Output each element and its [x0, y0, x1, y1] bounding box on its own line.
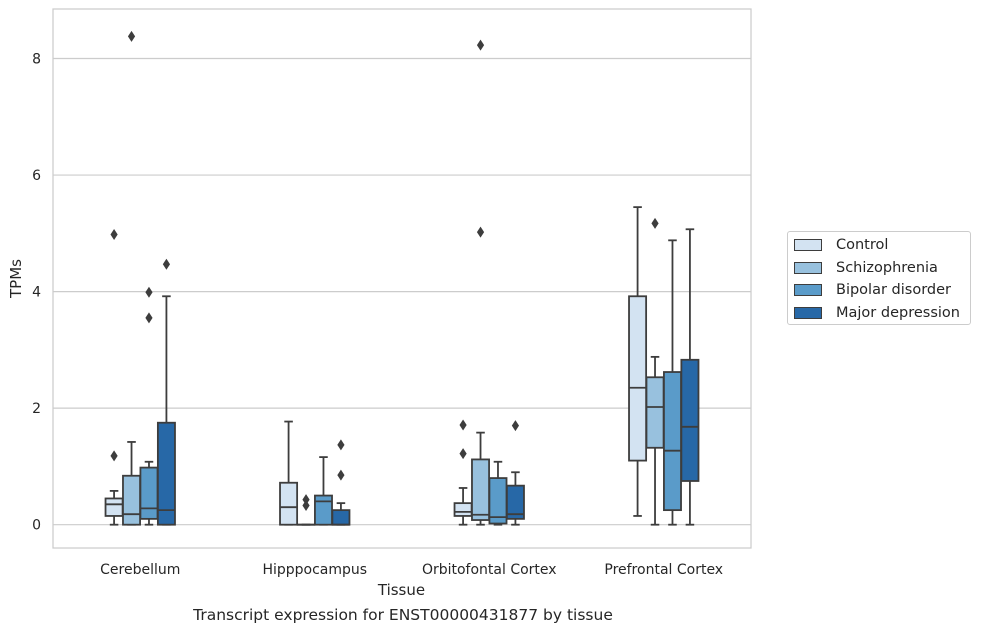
y-axis-label: TPMs [7, 259, 25, 299]
box [471, 458, 490, 521]
y-tick-label: 4 [32, 285, 41, 301]
legend-item-bipolar-disorder: Bipolar disorder [794, 280, 951, 300]
outlier-point [110, 450, 118, 462]
box [645, 376, 665, 449]
outlier-point [127, 30, 136, 42]
outlier-point [337, 439, 345, 451]
box [505, 484, 525, 520]
plot-area-frame [52, 8, 752, 549]
box-plot-chart: 0 2 4 6 8 Cerebellum Hipppocampus Orbitofontal… [7, 8, 752, 599]
x-tick-label: Prefrontal Cortex [604, 562, 723, 578]
legend-item-control: Control [794, 235, 888, 255]
box [331, 509, 351, 526]
box [104, 497, 124, 517]
legend-label-schizophrenia: Schizophrenia [836, 259, 938, 276]
box-group [453, 419, 473, 526]
box [156, 421, 176, 526]
outlier-point [651, 217, 659, 229]
outlier-point [476, 39, 485, 51]
y-tick-label: 2 [32, 401, 41, 417]
chart-caption: Transcript expression for ENST0000043187… [193, 606, 613, 624]
box-group [471, 39, 490, 526]
x-axis-label: Tissue [377, 581, 425, 599]
legend-label-major-depression: Major depression [836, 304, 960, 321]
x-tick-label: Hipppocampus [262, 562, 367, 578]
box-group [505, 420, 525, 526]
outlier-point [511, 420, 520, 432]
box-group [331, 439, 351, 526]
legend-item-major-depression: Major depression [794, 303, 960, 323]
box [139, 466, 159, 520]
box-group [104, 229, 124, 526]
box [279, 481, 299, 526]
legend-label-bipolar-disorder: Bipolar disorder [836, 282, 951, 298]
box [122, 474, 141, 526]
box [453, 502, 473, 517]
box-group [645, 217, 665, 526]
outlier-point [145, 286, 153, 298]
legend-swatch-bipolar-disorder [794, 284, 822, 296]
outlier-point [459, 419, 467, 431]
box [314, 494, 333, 526]
legend-item-schizophrenia: Schizophrenia [794, 258, 938, 278]
box-group [488, 460, 508, 526]
box-group [296, 494, 316, 526]
outlier-point [476, 226, 485, 238]
box [628, 295, 648, 462]
box [663, 371, 682, 512]
box-group [139, 286, 159, 526]
outlier-point [145, 312, 153, 324]
y-tick-label: 8 [32, 52, 41, 68]
legend-label-control: Control [836, 237, 889, 253]
y-tick-label: 0 [32, 518, 41, 534]
outlier-point [459, 448, 467, 460]
box-group [279, 420, 299, 526]
outlier-point [110, 229, 118, 241]
boxes [104, 30, 700, 526]
legend: Control Schizophrenia Bipolar disorder M… [787, 231, 971, 325]
legend-swatch-schizophrenia [794, 261, 822, 274]
box-group [628, 206, 648, 517]
box-group [680, 228, 700, 526]
outlier-point [302, 499, 310, 511]
x-tick-label: Cerebellum [100, 562, 180, 578]
box-group [156, 258, 176, 526]
outlier-point [302, 494, 310, 506]
box-group [122, 30, 141, 526]
x-axis-ticks: Cerebellum Hipppocampus Orbitofontal Corte… [100, 562, 723, 578]
x-tick-label: Orbitofontal Cortex [422, 562, 557, 578]
outlier-point [337, 469, 345, 481]
box [680, 358, 700, 482]
box-group [663, 239, 682, 526]
y-axis-ticks: 0 2 4 6 8 [32, 52, 41, 534]
legend-swatch-control [794, 239, 822, 251]
y-tick-label: 6 [32, 168, 41, 184]
box-group [314, 456, 333, 526]
legend-swatch-major-depression [794, 306, 822, 319]
outlier-point [162, 258, 171, 270]
